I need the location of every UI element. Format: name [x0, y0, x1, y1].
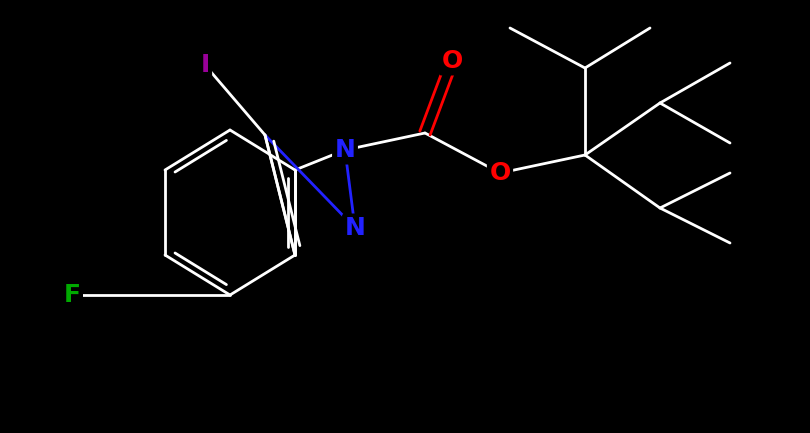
Text: O: O — [441, 49, 463, 73]
Text: N: N — [344, 216, 365, 240]
Text: N: N — [335, 138, 356, 162]
Text: I: I — [200, 53, 210, 77]
Text: O: O — [489, 161, 510, 185]
Text: F: F — [63, 283, 80, 307]
